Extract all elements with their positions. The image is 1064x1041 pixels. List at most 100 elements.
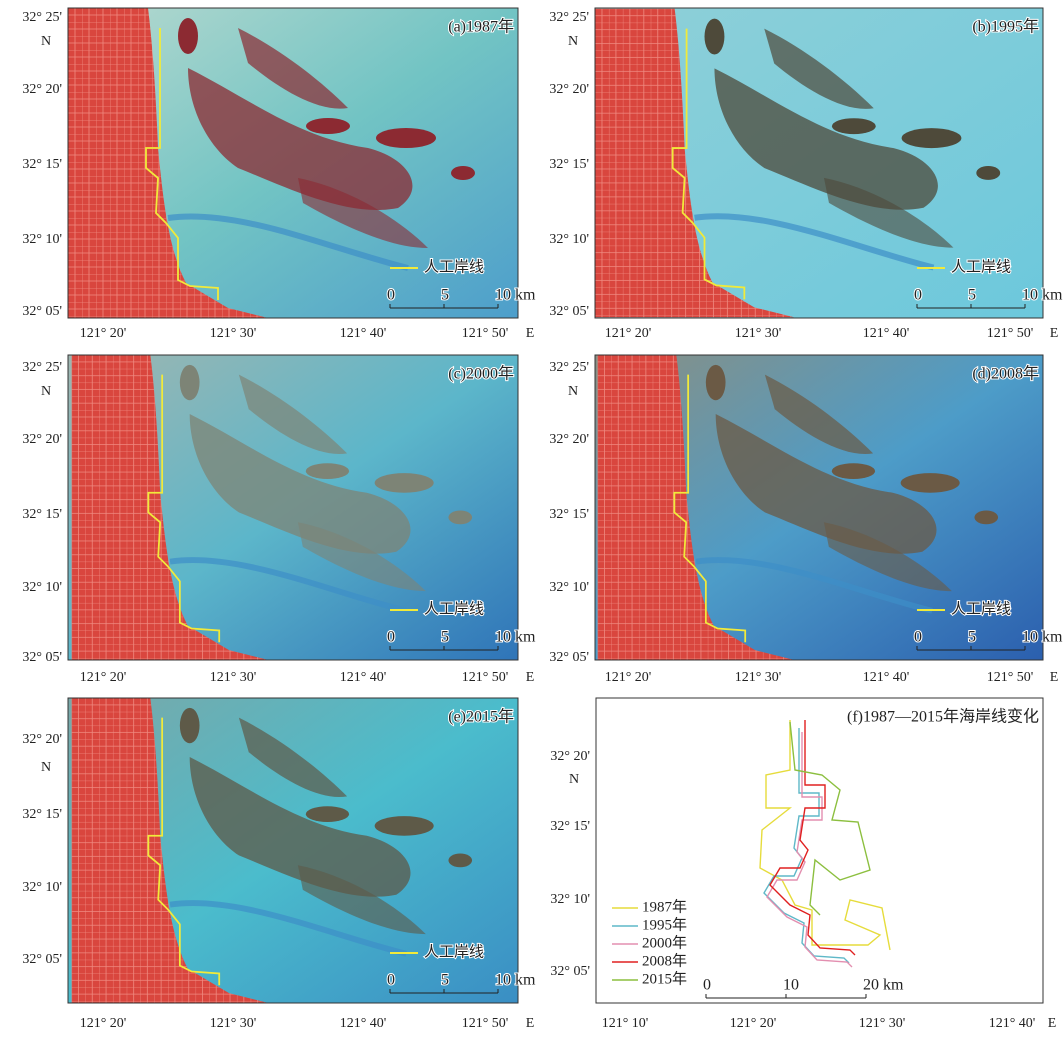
legend-label: 2000年 — [642, 934, 687, 951]
x-tick-label: 121° 30' — [210, 1016, 257, 1031]
y-tick-label: 32° 10' — [22, 580, 62, 595]
x-tick-label: 121° 30' — [859, 1016, 906, 1031]
y-tick-label: 32° 20' — [22, 732, 62, 747]
x-tick-label: 121° 40' — [340, 326, 387, 341]
x-tick-label: 121° 30' — [210, 670, 257, 685]
y-tick-label: 32° 25' — [549, 10, 589, 25]
y-tick-label: 32° 15' — [550, 819, 590, 834]
y-tick-label: 32° 15' — [549, 507, 589, 522]
x-tick-label: 121° 40' — [863, 670, 910, 685]
y-unit: N — [569, 772, 579, 787]
x-tick-label: 121° 40' — [863, 326, 910, 341]
panel-label: (c)2000年 — [448, 365, 514, 383]
x-unit: E — [1050, 326, 1059, 341]
scale-label: 10 km — [495, 972, 536, 989]
y-unit: N — [41, 34, 51, 49]
y-tick-label: 32° 25' — [549, 360, 589, 375]
legend-label: 人工岸线 — [951, 600, 1011, 617]
scale-label: 0 — [387, 629, 395, 646]
y-tick-label: 32° 10' — [549, 232, 589, 247]
x-tick-label: 121° 20' — [730, 1016, 777, 1031]
scale-label: 10 km — [495, 287, 536, 304]
x-tick-label: 121° 20' — [605, 326, 652, 341]
y-tick-label: 32° 10' — [22, 880, 62, 895]
panel-label: (e)2015年 — [448, 708, 514, 726]
y-tick-label: 32° 20' — [549, 82, 589, 97]
scale-label: 10 — [783, 977, 799, 994]
x-tick-label: 121° 30' — [735, 326, 782, 341]
y-tick-label: 32° 20' — [22, 82, 62, 97]
scale-label: 0 — [387, 972, 395, 989]
scale-label: 5 — [441, 629, 449, 646]
x-unit: E — [526, 326, 535, 341]
y-tick-label: 32° 05' — [549, 304, 589, 319]
y-unit: N — [568, 34, 578, 49]
y-tick-label: 32° 25' — [22, 360, 62, 375]
legend-label: 1995年 — [642, 916, 687, 933]
x-tick-label: 121° 50' — [462, 670, 509, 685]
x-tick-label: 121° 30' — [735, 670, 782, 685]
x-tick-label: 121° 40' — [989, 1016, 1036, 1031]
y-tick-label: 32° 10' — [550, 892, 590, 907]
legend-label: 人工岸线 — [951, 258, 1011, 275]
scale-label: 10 km — [1022, 629, 1063, 646]
panel-label: (a)1987年 — [448, 18, 514, 36]
y-tick-label: 32° 15' — [22, 807, 62, 822]
x-tick-label: 121° 20' — [605, 670, 652, 685]
legend-label: 人工岸线 — [424, 943, 484, 960]
y-tick-label: 32° 05' — [22, 952, 62, 967]
panel-label: (f)1987—2015年海岸线变化 — [847, 708, 1039, 726]
x-tick-label: 121° 50' — [987, 326, 1034, 341]
scale-label: 0 — [703, 977, 711, 994]
x-unit: E — [1048, 1016, 1057, 1031]
y-tick-label: 32° 05' — [549, 650, 589, 665]
x-tick-label: 121° 40' — [340, 670, 387, 685]
map-panel: 人工岸线 (e)2015年 0 5 10 km 32° 20' 32° 15' 32° 10'… — [22, 698, 536, 1031]
panel-label: (b)1995年 — [972, 18, 1039, 36]
x-tick-label: 121° 20' — [80, 326, 127, 341]
x-tick-label: 121° 50' — [462, 326, 509, 341]
x-tick-label: 121° 40' — [340, 1016, 387, 1031]
y-tick-label: 32° 10' — [549, 580, 589, 595]
y-unit: N — [41, 384, 51, 399]
y-tick-label: 32° 15' — [549, 157, 589, 172]
scale-label: 0 — [914, 287, 922, 304]
map-panel: 人工岸线(d)2008年0510 km32° 25'32° 20'32° 15'… — [549, 355, 1063, 685]
scale-label: 5 — [441, 287, 449, 304]
legend-label: 1987年 — [642, 898, 687, 915]
y-tick-label: 32° 15' — [22, 507, 62, 522]
scale-label: 5 — [968, 629, 976, 646]
scale-label: 0 — [914, 629, 922, 646]
y-tick-label: 32° 20' — [549, 432, 589, 447]
x-tick-label: 121° 30' — [210, 326, 257, 341]
y-tick-label: 32° 20' — [22, 432, 62, 447]
x-unit: E — [526, 670, 535, 685]
y-unit: N — [568, 384, 578, 399]
y-unit: N — [41, 760, 51, 775]
scale-label: 5 — [441, 972, 449, 989]
x-tick-label: 121° 50' — [987, 670, 1034, 685]
legend-label: 2008年 — [642, 952, 687, 969]
y-tick-label: 32° 05' — [550, 964, 590, 979]
legend-label: 人工岸线 — [424, 258, 484, 275]
x-tick-label: 121° 50' — [462, 1016, 509, 1031]
map-panel: 人工岸线 (a)1987年 0 5 10 km 32° 25' 32° 20' 32° 15'… — [22, 8, 536, 341]
legend-label: 2015年 — [642, 970, 687, 987]
figure: 人工岸线 (a)1987年 0 5 10 km 32° 25' 32° 20' 32° 15'… — [0, 0, 1064, 1036]
y-tick-label: 32° 15' — [22, 157, 62, 172]
y-tick-label: 32° 20' — [550, 749, 590, 764]
x-unit: E — [1050, 670, 1059, 685]
scale-label: 10 km — [1022, 287, 1063, 304]
y-tick-label: 32° 05' — [22, 304, 62, 319]
y-tick-label: 32° 05' — [22, 650, 62, 665]
y-tick-label: 32° 10' — [22, 232, 62, 247]
x-unit: E — [526, 1016, 535, 1031]
scale-label: 0 — [387, 287, 395, 304]
x-tick-label: 121° 20' — [80, 670, 127, 685]
x-tick-label: 121° 20' — [80, 1016, 127, 1031]
legend-label: 人工岸线 — [424, 600, 484, 617]
y-tick-label: 32° 25' — [22, 10, 62, 25]
